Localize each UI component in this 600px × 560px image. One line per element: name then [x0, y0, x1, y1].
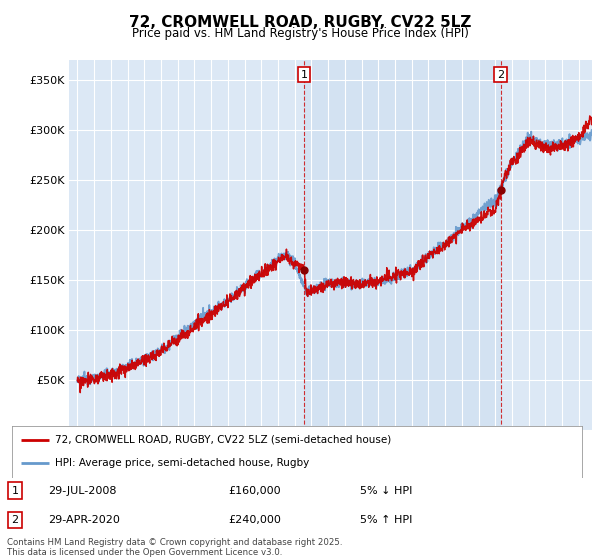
Bar [304, 60, 501, 430]
Text: £160,000: £160,000 [228, 486, 281, 496]
Text: 2: 2 [497, 70, 505, 80]
Text: 1: 1 [301, 70, 308, 80]
Text: Price paid vs. HM Land Registry's House Price Index (HPI): Price paid vs. HM Land Registry's House … [131, 27, 469, 40]
Text: 72, CROMWELL ROAD, RUGBY, CV22 5LZ (semi-detached house): 72, CROMWELL ROAD, RUGBY, CV22 5LZ (semi… [55, 435, 391, 445]
Text: 2: 2 [11, 515, 19, 525]
Text: 72, CROMWELL ROAD, RUGBY, CV22 5LZ: 72, CROMWELL ROAD, RUGBY, CV22 5LZ [129, 15, 471, 30]
Text: 5% ↑ HPI: 5% ↑ HPI [360, 515, 412, 525]
Text: £240,000: £240,000 [228, 515, 281, 525]
Text: Contains HM Land Registry data © Crown copyright and database right 2025.
This d: Contains HM Land Registry data © Crown c… [7, 538, 343, 557]
Text: 1: 1 [11, 486, 19, 496]
Text: 5% ↓ HPI: 5% ↓ HPI [360, 486, 412, 496]
Text: 29-JUL-2008: 29-JUL-2008 [48, 486, 116, 496]
Text: HPI: Average price, semi-detached house, Rugby: HPI: Average price, semi-detached house,… [55, 459, 309, 468]
Text: 29-APR-2020: 29-APR-2020 [48, 515, 120, 525]
